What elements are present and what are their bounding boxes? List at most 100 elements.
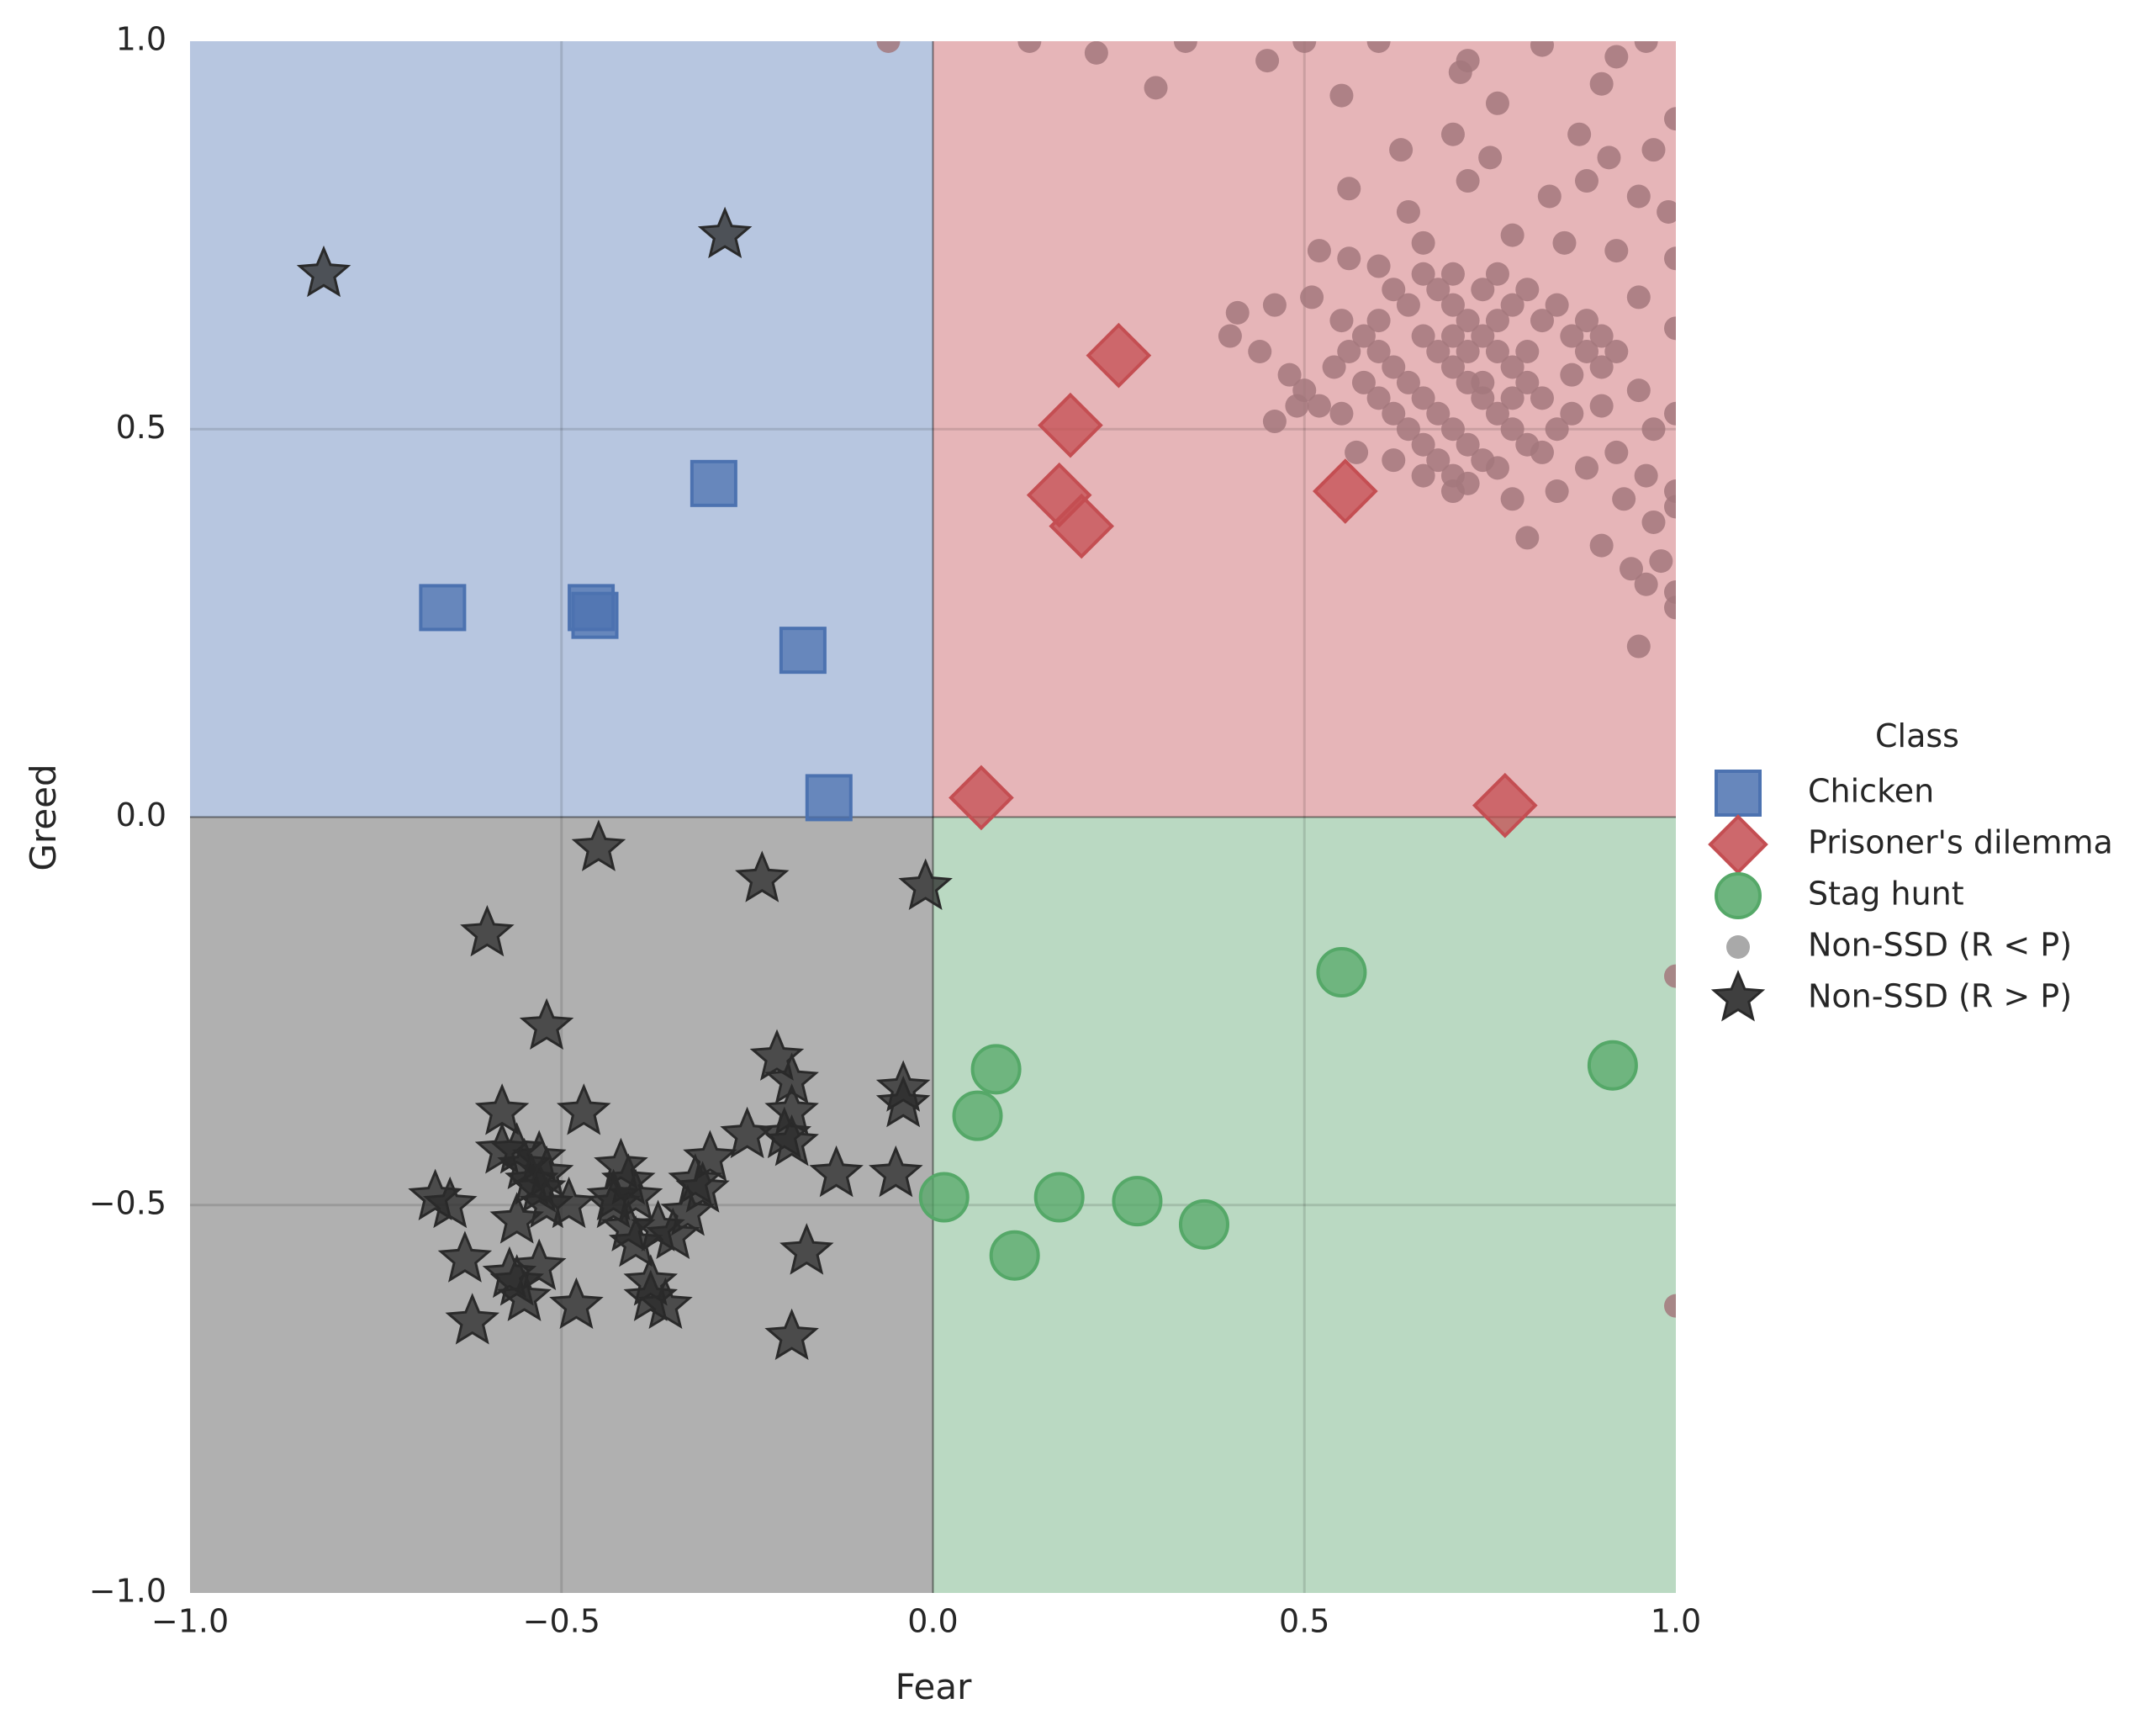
non-ssd-r-p-point-136 bbox=[1471, 370, 1495, 394]
non-ssd-r-p-point-58 bbox=[1345, 440, 1369, 464]
non-ssd-r-p-point-22 bbox=[1597, 146, 1621, 170]
non-ssd-r-p-point-13 bbox=[1329, 83, 1354, 108]
non-ssd-r-p-point-53 bbox=[1329, 401, 1354, 426]
non-ssd-r-p-point-32 bbox=[1307, 239, 1331, 263]
non-ssd-r-p-point-0 bbox=[296, 245, 351, 298]
non-ssd-r-p-point-28 bbox=[1537, 184, 1562, 209]
non-ssd-r-p-point-30 bbox=[1626, 184, 1651, 209]
non-ssd-r-p-point-71 bbox=[1515, 526, 1540, 550]
prisoner-s-dilemma-point-4 bbox=[1313, 458, 1378, 524]
non-ssd-r-p-point-60 bbox=[1411, 463, 1435, 488]
x-tick-label: 1.0 bbox=[1651, 1603, 1701, 1640]
data-points bbox=[296, 41, 1676, 1360]
non-ssd-r-p-point-42 bbox=[645, 1207, 700, 1260]
non-ssd-r-p-point-86 bbox=[1530, 386, 1554, 410]
non-ssd-r-p-point-84 bbox=[1500, 355, 1525, 379]
non-ssd-r-p-point-50 bbox=[1307, 394, 1331, 418]
non-ssd-r-p-point-119 bbox=[1366, 309, 1391, 333]
non-ssd-r-p-point-0 bbox=[876, 41, 901, 53]
non-ssd-r-p-point-139 bbox=[1485, 309, 1509, 333]
legend-marker-3 bbox=[1726, 935, 1750, 959]
non-ssd-r-p-point-42 bbox=[1300, 285, 1324, 310]
non-ssd-r-p-point-66 bbox=[1634, 463, 1658, 488]
prisoner-s-dilemma-point-6 bbox=[1472, 772, 1538, 839]
non-ssd-r-p-point-51 bbox=[497, 1269, 552, 1321]
non-ssd-r-p-point-16 bbox=[1448, 60, 1472, 84]
x-tick-label: −1.0 bbox=[151, 1603, 229, 1640]
x-axis-ticks: −1.0 −0.5 0.0 0.5 1.0 bbox=[151, 1603, 1701, 1640]
non-ssd-r-p-point-25 bbox=[869, 1145, 923, 1198]
stag-hunt-point-0 bbox=[1316, 947, 1367, 997]
x-axis-label: Fear bbox=[896, 1666, 972, 1707]
non-ssd-r-p-point-75 bbox=[1634, 572, 1658, 596]
non-ssd-r-p-point-89 bbox=[1440, 355, 1465, 379]
legend-label-3: Non-SSD (R < P) bbox=[1808, 927, 2072, 964]
non-ssd-r-p-point-44 bbox=[1626, 285, 1651, 310]
y-tick-label: 0.5 bbox=[116, 409, 166, 446]
non-ssd-r-p-point-1 bbox=[697, 206, 753, 259]
non-ssd-r-p-point-81 bbox=[1456, 309, 1480, 333]
non-ssd-r-p-point-5 bbox=[460, 904, 515, 957]
non-ssd-r-p-point-122 bbox=[1351, 324, 1376, 348]
non-ssd-r-p-point-20 bbox=[1478, 146, 1503, 170]
chicken-point-0 bbox=[419, 584, 467, 632]
prisoner-s-dilemma-point-0 bbox=[1086, 322, 1152, 389]
non-ssd-r-p-point-62 bbox=[1500, 487, 1525, 511]
non-ssd-r-p-point-80 bbox=[1440, 293, 1465, 317]
non-ssd-r-p-point-82 bbox=[1471, 324, 1495, 348]
non-ssd-r-p-point-128 bbox=[1574, 309, 1599, 333]
chicken-point-2 bbox=[571, 591, 619, 639]
non-ssd-r-p-point-121 bbox=[1322, 355, 1346, 379]
non-ssd-r-p-point-24 bbox=[809, 1145, 864, 1198]
chicken-point-3 bbox=[690, 459, 737, 507]
non-ssd-r-p-point-78 bbox=[1626, 634, 1651, 659]
non-ssd-r-p-point-135 bbox=[1456, 471, 1480, 495]
non-ssd-r-p-point-45 bbox=[1664, 316, 1676, 341]
non-ssd-r-p-point-12 bbox=[556, 1083, 611, 1135]
non-ssd-r-p-point-14 bbox=[1485, 91, 1509, 115]
non-ssd-r-p-point-98 bbox=[1411, 386, 1435, 410]
non-ssd-r-p-point-31 bbox=[1657, 199, 1676, 224]
x-tick-label: 0.0 bbox=[907, 1603, 958, 1640]
non-ssd-r-p-point-39 bbox=[489, 1192, 545, 1244]
non-ssd-r-p-point-124 bbox=[1411, 262, 1435, 286]
non-ssd-r-p-point-34 bbox=[422, 1176, 478, 1229]
non-ssd-r-p-point-129 bbox=[1589, 324, 1614, 348]
x-tick-label: 0.5 bbox=[1279, 1603, 1329, 1640]
prisoner-s-dilemma-point-5 bbox=[949, 765, 1014, 831]
non-ssd-r-p-point-6 bbox=[1255, 49, 1280, 73]
non-ssd-r-p-point-33 bbox=[1337, 246, 1361, 271]
non-ssd-r-p-point-54 bbox=[1589, 394, 1614, 418]
legend-title: Class bbox=[1875, 717, 1959, 754]
non-ssd-r-p-point-3 bbox=[1017, 41, 1042, 53]
non-ssd-r-p-point-92 bbox=[1485, 401, 1509, 426]
non-ssd-r-p-point-43 bbox=[608, 1214, 663, 1267]
non-ssd-r-p-point-55 bbox=[1626, 378, 1651, 403]
y-axis-label: Greed bbox=[23, 764, 64, 870]
stag-hunt-point-5 bbox=[1033, 1172, 1085, 1223]
non-ssd-r-p-point-5 bbox=[1173, 41, 1197, 53]
non-ssd-r-p-point-52 bbox=[1262, 410, 1287, 434]
non-ssd-r-p-point-34 bbox=[1366, 254, 1391, 278]
non-ssd-r-p-point-37 bbox=[1552, 230, 1577, 255]
stag-hunt-point-8 bbox=[989, 1230, 1040, 1281]
non-ssd-r-p-point-127 bbox=[1545, 293, 1569, 317]
non-ssd-r-p-point-23 bbox=[1641, 138, 1666, 162]
non-ssd-r-p-point-65 bbox=[1604, 440, 1629, 464]
non-ssd-r-p-point-113 bbox=[1530, 309, 1554, 333]
non-ssd-r-p-point-8 bbox=[1366, 41, 1391, 53]
non-ssd-r-p-point-88 bbox=[1426, 340, 1451, 363]
non-ssd-r-p-point-106 bbox=[1396, 417, 1420, 442]
non-ssd-r-p-point-54 bbox=[445, 1293, 500, 1345]
prisoner-s-dilemma-point-1 bbox=[1038, 392, 1103, 458]
non-ssd-r-p-point-56 bbox=[1664, 401, 1676, 426]
non-ssd-r-p-point-74 bbox=[1649, 549, 1673, 574]
non-ssd-r-p-point-100 bbox=[1440, 417, 1465, 442]
non-ssd-r-p-point-45 bbox=[437, 1230, 493, 1283]
non-ssd-r-p-point-10 bbox=[1530, 41, 1554, 57]
y-tick-label: 0.0 bbox=[116, 796, 166, 833]
non-ssd-r-p-point-118 bbox=[1396, 293, 1420, 317]
legend-marker-4 bbox=[1710, 970, 1766, 1022]
non-ssd-r-p-point-2 bbox=[1664, 1294, 1676, 1318]
non-ssd-r-p-point-104 bbox=[1366, 386, 1391, 410]
